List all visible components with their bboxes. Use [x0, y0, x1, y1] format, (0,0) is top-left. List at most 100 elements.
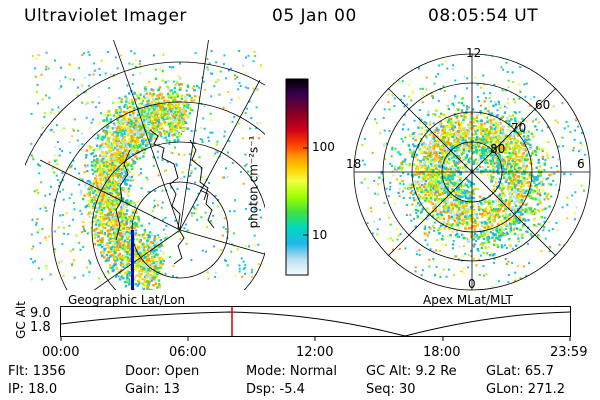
emission-dot [133, 276, 136, 279]
emission-dot [59, 80, 61, 82]
emission-dot [161, 244, 164, 247]
emission-dot [139, 127, 142, 131]
emission-dot [206, 66, 209, 69]
emission-dot [453, 219, 457, 223]
emission-dot [87, 84, 90, 87]
emission-dot [480, 203, 484, 206]
emission-dot [461, 128, 465, 131]
emission-dot [146, 178, 149, 181]
emission-dot [125, 231, 128, 234]
emission-dot [151, 126, 154, 130]
emission-dot [84, 184, 87, 187]
emission-dot [182, 118, 185, 121]
emission-dot [516, 234, 520, 237]
emission-dot [106, 126, 109, 129]
emission-dot [125, 221, 128, 224]
emission-dot [506, 117, 509, 120]
emission-dot [100, 219, 103, 223]
emission-dot [87, 231, 90, 234]
emission-dot [114, 146, 117, 150]
emission-dot [133, 278, 136, 281]
emission-dot [467, 126, 471, 129]
emission-dot [489, 119, 492, 122]
emission-dot [233, 244, 236, 247]
emission-dot [251, 275, 254, 278]
emission-dot [118, 109, 121, 112]
emission-dot [110, 153, 114, 156]
emission-dot [121, 235, 124, 238]
emission-dot [128, 62, 131, 65]
emission-dot [255, 89, 258, 92]
emission-dot [520, 172, 524, 176]
emission-dot [485, 222, 488, 225]
emission-dot [103, 114, 106, 117]
emission-dot [105, 217, 108, 220]
emission-dot [44, 68, 47, 71]
emission-dot [150, 117, 154, 120]
emission-dot [397, 151, 400, 154]
emission-dot [155, 237, 158, 241]
emission-dot [426, 166, 430, 170]
emission-dot [109, 173, 113, 176]
emission-dot [143, 111, 146, 114]
emission-dot [94, 197, 97, 200]
emission-dot [543, 161, 546, 164]
emission-dot [138, 118, 141, 121]
emission-dot [119, 234, 122, 237]
emission-dot [479, 125, 483, 129]
emission-dot [476, 119, 479, 123]
emission-dot [104, 131, 107, 134]
emission-dot [526, 158, 530, 161]
emission-dot [114, 115, 117, 118]
emission-dot [124, 158, 127, 161]
emission-dot [117, 211, 121, 214]
emission-dot [190, 258, 193, 261]
emission-dot [465, 201, 468, 204]
emission-dot [113, 131, 116, 134]
emission-dot [424, 179, 428, 183]
emission-dot [114, 252, 117, 254]
emission-dot [145, 117, 148, 121]
emission-dot [121, 247, 124, 250]
emission-dot [476, 147, 480, 151]
emission-dot [176, 140, 179, 143]
emission-dot [422, 173, 426, 176]
emission-dot [148, 115, 151, 118]
emission-dot [432, 202, 435, 205]
emission-dot [515, 127, 518, 130]
emission-dot [115, 213, 118, 216]
emission-dot [160, 272, 163, 276]
emission-dot [210, 50, 213, 53]
emission-dot [134, 142, 137, 145]
emission-dot [87, 213, 90, 216]
emission-dot [103, 164, 106, 168]
emission-dot [191, 109, 194, 112]
emission-dot [100, 223, 103, 226]
emission-dot [102, 251, 105, 254]
emission-dot [461, 184, 465, 188]
emission-dot [443, 127, 446, 130]
emission-dot [428, 161, 431, 164]
emission-dot [77, 129, 79, 132]
emission-dot [57, 106, 60, 109]
emission-dot [124, 182, 126, 185]
emission-dot [143, 270, 147, 274]
emission-dot [170, 186, 173, 189]
emission-dot [152, 89, 155, 92]
emission-dot [233, 210, 236, 213]
emission-dot [459, 138, 462, 142]
emission-dot [159, 244, 162, 247]
emission-dot [466, 189, 469, 193]
emission-dot [115, 135, 118, 138]
emission-dot [91, 152, 94, 155]
emission-dot [515, 244, 518, 247]
emission-dot [508, 135, 511, 138]
emission-dot [140, 269, 144, 273]
emission-dot [199, 138, 202, 140]
emission-dot [497, 100, 500, 104]
emission-dot [149, 276, 152, 280]
emission-dot [144, 109, 147, 112]
emission-dot [62, 275, 65, 278]
emission-dot [175, 163, 178, 166]
emission-dot [151, 277, 154, 280]
